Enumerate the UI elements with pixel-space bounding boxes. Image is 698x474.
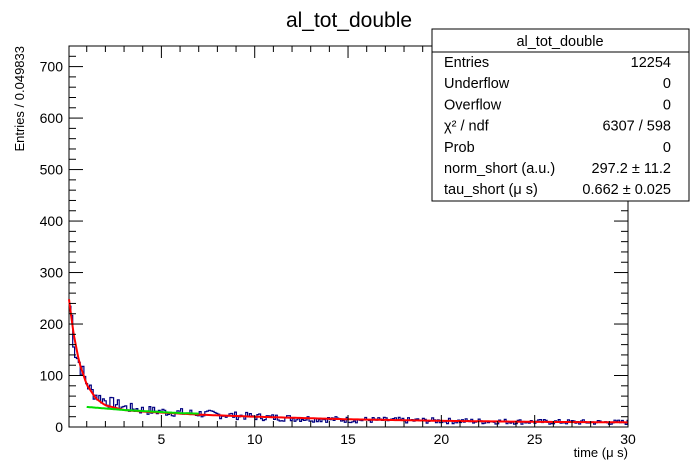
y-tick-label: 200	[40, 316, 64, 332]
y-tick-label: 300	[40, 265, 64, 281]
y-tick-label: 700	[40, 59, 64, 75]
stats-box-frame	[431, 28, 690, 202]
y-tick-label: 500	[40, 162, 64, 178]
stats-row-label: χ² / ndf	[444, 119, 490, 135]
x-tick-label: 25	[527, 431, 543, 447]
x-tick-label: 15	[340, 431, 356, 447]
chart-title: al_tot_double	[286, 9, 412, 32]
stats-row-value: 0	[663, 76, 671, 92]
stats-row-value: 0	[663, 140, 671, 156]
x-tick-label: 20	[434, 431, 450, 447]
stats-row-label: norm_short (a.u.)	[444, 161, 555, 177]
fit-curve-1	[86, 405, 199, 415]
histogram-series	[69, 305, 628, 425]
x-axis-title: time (μ s)	[574, 445, 628, 460]
y-tick-label: 400	[40, 213, 64, 229]
y-tick-label: 600	[40, 110, 64, 126]
x-tick-label: 30	[620, 431, 636, 447]
stats-row-value: 12254	[631, 55, 671, 71]
stats-row-label: Entries	[444, 55, 489, 71]
stats-row-label: tau_short (μ s)	[444, 182, 538, 198]
stats-row-label: Underflow	[444, 76, 510, 92]
fit-curves	[68, 299, 628, 424]
stats-row-value: 0.662 ± 0.025	[582, 182, 671, 198]
fit-curve-0	[68, 299, 628, 424]
stats-row-label: Overflow	[444, 97, 502, 113]
stats-row-label: Prob	[444, 140, 475, 156]
stats-box-title: al_tot_double	[516, 34, 603, 50]
stats-row-value: 297.2 ± 11.2	[592, 161, 671, 177]
stats-row-value: 0	[663, 97, 671, 113]
y-axis-title: Entries / 0.049833	[12, 46, 27, 152]
stats-box: al_tot_double Entries 12254 Underflow 0 Over…	[431, 28, 690, 202]
histogram	[69, 305, 628, 425]
x-tick-label: 10	[247, 431, 263, 447]
y-tick-label: 0	[55, 419, 63, 435]
x-tick-label: 5	[157, 431, 165, 447]
stats-row-value: 6307 / 598	[602, 119, 671, 135]
stats-rows: Entries 12254 Underflow 0 Overflow 0 χ² / ndf 6…	[444, 55, 671, 198]
y-tick-label: 100	[40, 368, 64, 384]
